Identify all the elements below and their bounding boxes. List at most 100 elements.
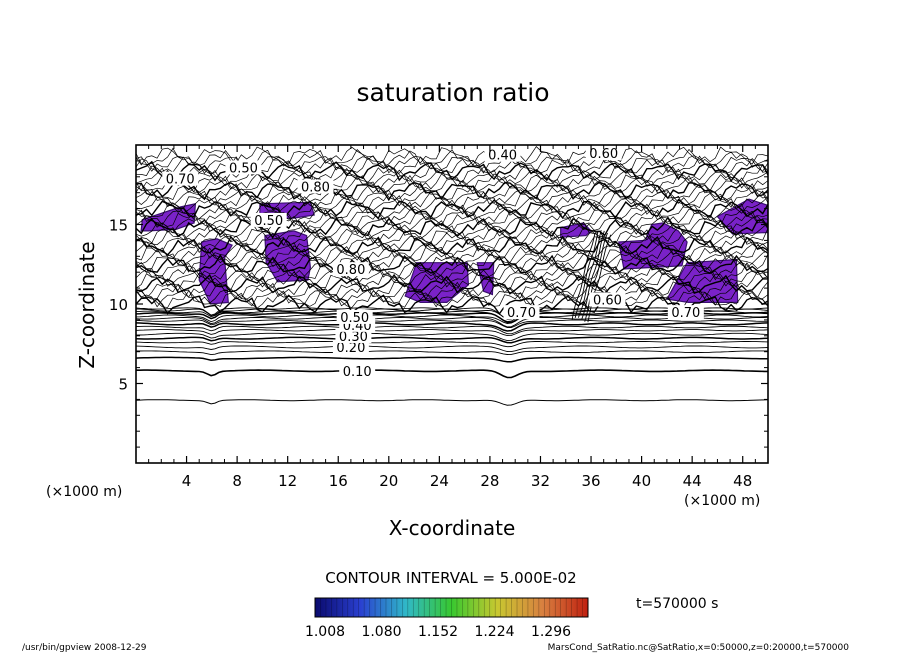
y-tick-label: 15 [109, 217, 128, 235]
chart-title: saturation ratio [356, 78, 549, 107]
contour-label: 0.70 [671, 306, 700, 321]
contour-line [136, 325, 768, 335]
contour-label: 0.80 [301, 181, 330, 196]
contour-line [136, 228, 768, 248]
x-tick-label: 12 [278, 472, 297, 490]
colorbar-gradient [315, 598, 588, 617]
x-tick-label: 28 [480, 472, 499, 490]
contour-label-bg [484, 147, 521, 162]
contour-line [136, 307, 768, 320]
contour-label: 0.80 [336, 263, 365, 278]
supersaturated-region [665, 258, 739, 303]
plot-area: 0.10 0.200.30 0.40 0.50 0.70 0.70 0.60 0.50 0.80… [109, 144, 769, 490]
contour-line [136, 289, 768, 309]
contour-line [136, 201, 768, 221]
colorbar-tick-label: 1.296 [531, 624, 571, 640]
contour-line [136, 289, 768, 308]
colorbar-tick-label: 1.224 [474, 624, 514, 640]
contour-line [571, 233, 596, 320]
contour-line [136, 336, 768, 344]
x-unit-left: (×1000 m) [46, 484, 122, 500]
colorbar-tick-label: 1.152 [418, 624, 458, 640]
contour-label: 0.70 [507, 306, 536, 321]
contour-line [136, 181, 768, 202]
contour-label: 0.30 [339, 330, 368, 345]
contour-label-bg [162, 171, 199, 186]
y-tick-label: 10 [109, 296, 128, 314]
contour-label-bg [335, 328, 372, 343]
contour-line [136, 208, 768, 228]
contour-line [584, 232, 608, 322]
contour-line [136, 221, 768, 242]
contour-line [136, 350, 768, 356]
contour-line [574, 231, 599, 319]
contour-label: 0.60 [589, 147, 618, 162]
x-tick-label: 36 [581, 472, 600, 490]
footer-left: /usr/bin/gpview 2008-12-29 [22, 643, 147, 653]
contour-line [136, 247, 768, 268]
colorbar-frame [314, 597, 589, 618]
contour-line [136, 182, 768, 202]
contour-line [136, 317, 768, 328]
contour-line [136, 235, 768, 255]
x-tick-label: 8 [232, 472, 242, 490]
contour-line [136, 322, 768, 332]
contour-line [136, 319, 768, 328]
contour-label-bg [585, 146, 622, 161]
contour-line [136, 356, 768, 363]
contour-line [136, 235, 768, 256]
contour-label: 0.50 [254, 214, 283, 229]
contour-line [581, 230, 605, 320]
x-tick-label: 16 [329, 472, 348, 490]
footer-right: MarsCond_SatRatio.nc@SatRatio,x=0:50000,… [548, 643, 850, 653]
contour-line [136, 270, 768, 291]
contour-label: 0.40 [488, 149, 517, 164]
colorbar-tick-label: 1.080 [361, 624, 401, 640]
x-tick-label: 40 [632, 472, 651, 490]
contour-label-bg [332, 262, 369, 277]
x-axis-label: X-coordinate [389, 516, 516, 540]
x-tick-label: 24 [430, 472, 449, 490]
contour-label-bg [589, 292, 626, 307]
contour-label-bg [336, 309, 373, 324]
x-unit-right: (×1000 m) [684, 493, 760, 509]
contour-line [136, 345, 768, 353]
contour-label-bg [225, 160, 262, 175]
contour-line [136, 209, 768, 229]
contour-label: 0.70 [166, 173, 195, 188]
contour-label-bg [297, 179, 334, 194]
contour-line [136, 332, 768, 342]
contour-line [136, 310, 768, 323]
y-tick-label: 5 [118, 376, 128, 394]
contour-line [136, 294, 768, 316]
x-tick-label: 4 [182, 472, 192, 490]
contour-label: 0.20 [336, 341, 365, 356]
contour-line [136, 198, 768, 220]
y-axis-label: Z-coordinate [75, 241, 99, 368]
contour-label-bg [250, 212, 287, 227]
contour-line [136, 214, 768, 235]
contour-line [136, 329, 768, 337]
contour-interval-note: CONTOUR INTERVAL = 5.000E-02 [325, 569, 576, 587]
contour-line [136, 194, 768, 215]
contour-line [136, 261, 768, 281]
contour-label: 0.60 [593, 293, 622, 308]
contour-line [136, 312, 768, 324]
x-tick-label: 48 [733, 472, 752, 490]
colorbar-tick-label: 1.008 [305, 624, 345, 640]
time-label: t=570000 s [636, 596, 718, 612]
contour-line [136, 273, 768, 295]
contour-label-bg [339, 363, 376, 378]
x-tick-label: 32 [531, 472, 550, 490]
x-tick-label: 20 [379, 472, 398, 490]
contour-label: 0.50 [340, 311, 369, 326]
contour-line [136, 314, 768, 324]
contour-label-bg [667, 305, 704, 320]
contour-label: 0.50 [229, 161, 258, 176]
contour-line [136, 369, 768, 379]
contour-line [136, 146, 768, 166]
contour-label: 0.10 [343, 365, 372, 380]
colorbar: 1.008 1.080 1.152 1.224 1.296 [305, 597, 589, 640]
contour-label-bg [503, 305, 540, 320]
